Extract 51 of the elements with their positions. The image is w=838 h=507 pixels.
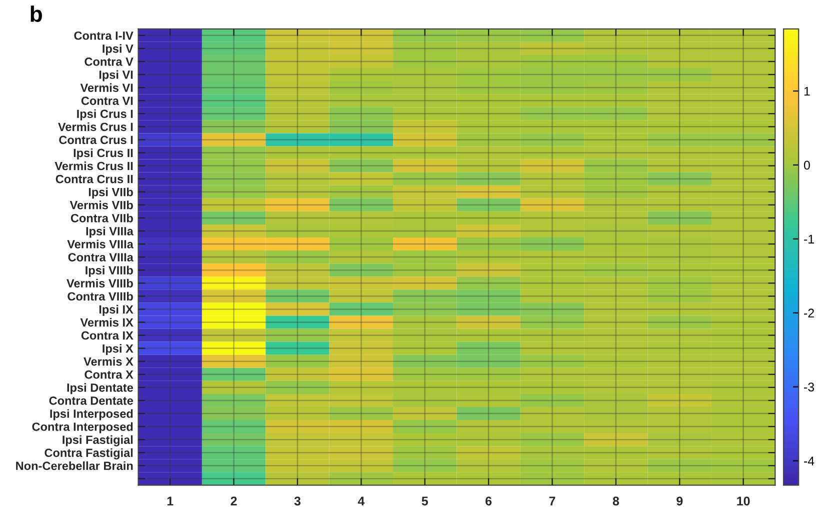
x-tick-label: 6 (486, 496, 492, 506)
y-tick-label: Contra X (84, 370, 134, 379)
y-tick-label: Contra IX (81, 331, 134, 340)
y-tick-label: Vermis IX (80, 318, 134, 327)
y-tick-label: Contra Dentate (49, 396, 134, 405)
y-tick-label: Ipsi Interposed (50, 409, 133, 420)
y-tick-label: Contra Crus II (56, 174, 133, 184)
x-tick-label: 4 (358, 496, 365, 506)
x-tick-label: 1 (167, 496, 174, 506)
y-tick-label: Ipsi VIIIb (86, 266, 133, 277)
y-tick-label: Ipsi IX (99, 304, 134, 316)
y-tick-label: Vermis X (84, 357, 134, 366)
y-tick-label: Contra Crus I (59, 136, 133, 144)
x-tick-label: 10 (737, 496, 750, 506)
x-tick-label: 2 (230, 496, 237, 506)
y-tick-label: Contra VIIIb (68, 292, 133, 301)
y-tick-label: Ipsi VIIIa (86, 226, 134, 238)
color-bar-label: -1 (804, 234, 814, 244)
y-tick-label: Non-Cerebellar Brain (16, 461, 133, 470)
color-bar-label: -4 (804, 456, 814, 466)
y-tick-label: Vermis VIIb (70, 200, 133, 210)
y-tick-label: Contra Interposed (32, 422, 133, 434)
y-tick-label: Ipsi V (102, 44, 134, 56)
color-bar-label: -3 (804, 382, 814, 392)
y-tick-label: Vermis VIIIa (67, 240, 134, 248)
y-tick-label: Vermis Crus I (58, 122, 133, 132)
y-tick-label: Ipsi X (102, 344, 134, 356)
y-tick-label: Contra Fastigial (44, 448, 133, 460)
color-bar-label: 1 (804, 86, 810, 96)
y-tick-label: Contra V (84, 58, 134, 66)
x-tick-label: 3 (294, 496, 301, 506)
y-tick-label: Vermis VI (80, 83, 133, 92)
y-tick-label: Contra VIIIa (68, 253, 134, 262)
y-tick-label: Vermis Crus II (54, 162, 133, 170)
x-tick-label: 5 (422, 496, 428, 506)
y-tick-label: Ipsi VIIb (88, 188, 133, 199)
y-tick-label: Contra VI (81, 96, 133, 105)
chart-title: b (30, 6, 42, 22)
y-tick-label: Ipsi VI (99, 70, 133, 82)
x-tick-label: 8 (612, 496, 620, 506)
x-tick-label: 7 (549, 496, 556, 506)
y-tick-label: Ipsi Dentate (67, 383, 134, 394)
y-tick-label: Contra VIIb (70, 214, 133, 222)
y-tick-label: Ipsi Crus I (77, 109, 133, 120)
y-tick-label: Vermis VIIIb (66, 278, 133, 288)
y-tick-label: Contra I-IV (74, 31, 134, 40)
x-tick-label: 9 (676, 496, 683, 506)
y-tick-label: Ipsi Fastigial (62, 435, 133, 446)
y-tick-label: Ipsi Crus II (74, 148, 133, 160)
color-bar-label: 0 (804, 160, 810, 170)
color-bar-label: -2 (804, 308, 814, 318)
